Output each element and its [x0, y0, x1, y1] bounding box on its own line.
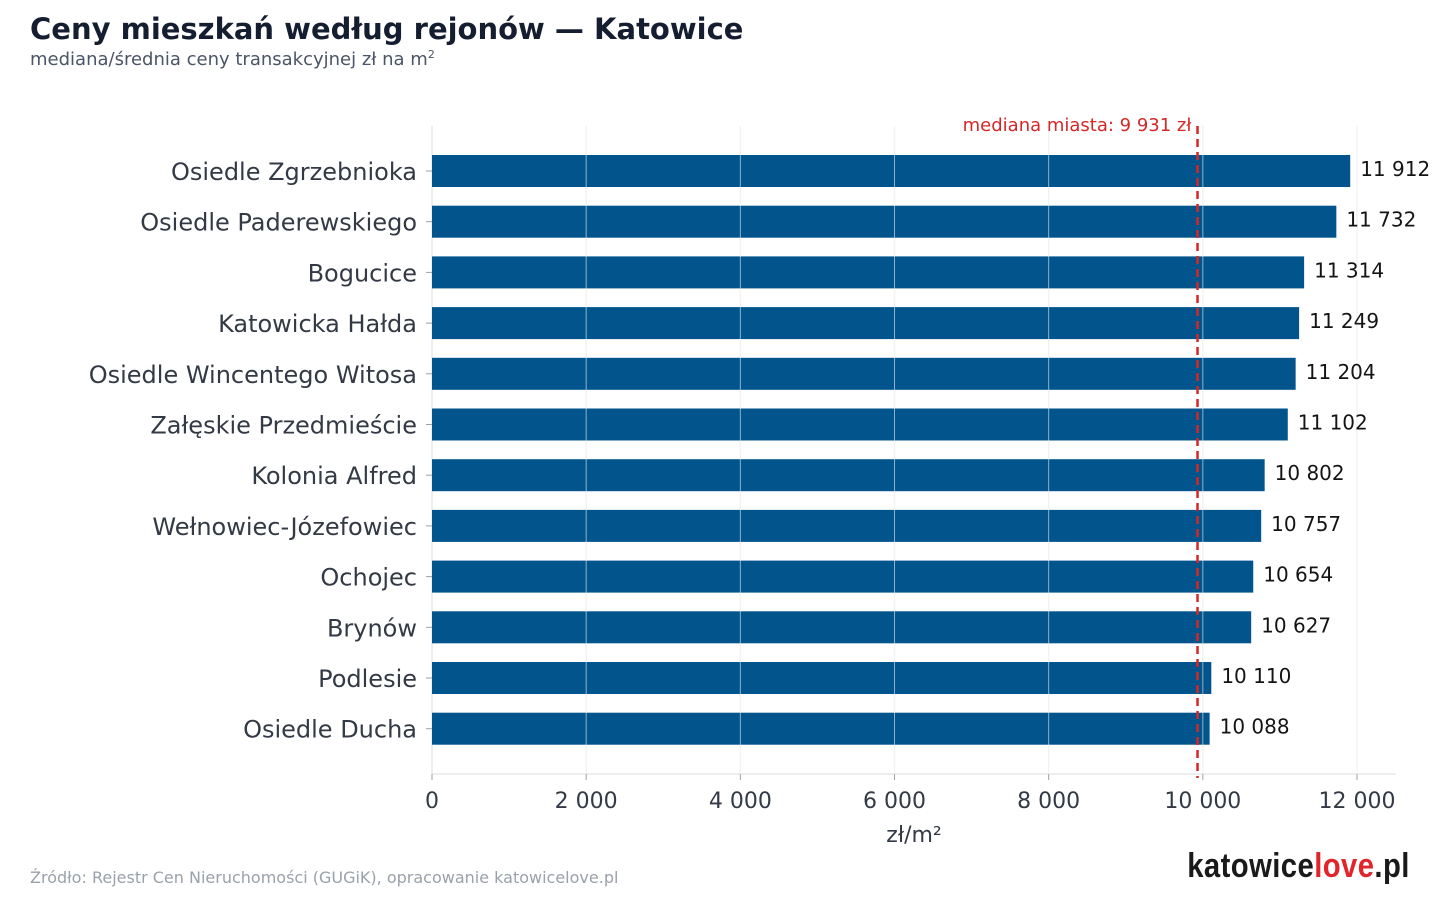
bar-2	[432, 256, 1305, 289]
value-label-8: 10 654	[1263, 563, 1333, 587]
subtitle-text: mediana/średnia ceny transakcyjnej zł na…	[30, 49, 428, 70]
value-label-11: 10 088	[1220, 715, 1290, 739]
x-tick-label-6: 12 000	[1319, 789, 1396, 814]
category-label-0: Osiedle Zgrzebnioka	[171, 158, 417, 186]
category-label-3: Katowicka Hałda	[218, 310, 417, 338]
category-label-5: Załęskie Przedmieście	[150, 412, 417, 440]
x-tick-label-4: 8 000	[1017, 789, 1080, 814]
category-label-1: Osiedle Paderewskiego	[140, 209, 417, 237]
value-label-7: 10 757	[1271, 512, 1341, 536]
value-label-10: 10 110	[1221, 664, 1291, 688]
category-label-10: Podlesie	[318, 665, 417, 693]
value-label-3: 11 249	[1309, 309, 1379, 333]
bar-11	[432, 712, 1210, 745]
logo-part-love: love	[1314, 847, 1375, 885]
value-label-2: 11 314	[1314, 258, 1384, 282]
value-label-1: 11 732	[1346, 208, 1416, 232]
x-axis-label: zł/m²	[886, 823, 941, 848]
x-tick-label-5: 10 000	[1164, 789, 1241, 814]
x-tick-label-1: 2 000	[555, 789, 618, 814]
value-label-4: 11 204	[1306, 360, 1376, 384]
value-label-5: 11 102	[1298, 411, 1368, 435]
bar-8	[432, 560, 1254, 593]
bar-3	[432, 307, 1300, 340]
bar-7	[432, 509, 1262, 542]
category-label-6: Kolonia Alfred	[251, 462, 417, 490]
category-label-2: Bogucice	[308, 259, 417, 287]
category-label-11: Osiedle Ducha	[243, 716, 417, 744]
category-label-9: Brynów	[327, 614, 417, 642]
category-label-4: Osiedle Wincentego Witosa	[89, 361, 417, 389]
category-label-8: Ochojec	[320, 564, 417, 592]
source-note: Źródło: Rejestr Cen Nieruchomości (GUGiK…	[30, 868, 619, 887]
chart-title: Ceny mieszkań według rejonów — Katowice	[30, 12, 744, 46]
median-reference-label: mediana miasta: 9 931 zł	[963, 115, 1193, 136]
x-tick-label-0: 0	[425, 789, 439, 814]
bar-0	[432, 155, 1351, 187]
category-label-7: Wełnowiec-Józefowiec	[152, 513, 417, 541]
bar-9	[432, 611, 1252, 644]
chart-subtitle: mediana/średnia ceny transakcyjnej zł na…	[30, 48, 435, 70]
value-label-6: 10 802	[1275, 461, 1345, 485]
bar-4	[432, 357, 1296, 390]
bar-5	[432, 408, 1288, 441]
x-tick-label-2: 4 000	[709, 789, 772, 814]
value-label-0: 11 912	[1360, 157, 1430, 181]
x-tick-label-3: 6 000	[863, 789, 926, 814]
logo-part-pl: .pl	[1374, 847, 1410, 885]
katowicelove-logo: katowicelove.pl	[1187, 847, 1410, 886]
bar-1	[432, 205, 1337, 238]
bar-6	[432, 459, 1265, 492]
value-label-9: 10 627	[1261, 613, 1331, 637]
logo-part-katowice: katowice	[1187, 847, 1315, 885]
subtitle-superscript: 2	[427, 48, 435, 61]
bar-10	[432, 662, 1212, 694]
